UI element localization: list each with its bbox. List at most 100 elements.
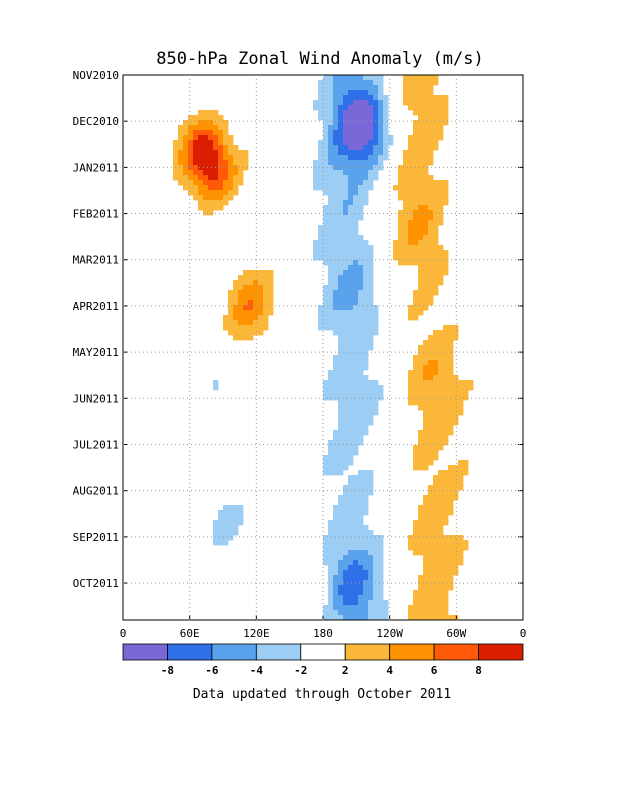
anomaly-cell: [333, 270, 339, 276]
anomaly-cell: [398, 165, 404, 171]
anomaly-cell: [353, 265, 359, 271]
anomaly-cell: [448, 420, 454, 426]
anomaly-cell: [208, 125, 214, 131]
y-tick-label: NOV2010: [73, 69, 119, 82]
anomaly-cell: [358, 260, 364, 266]
anomaly-cell: [408, 210, 414, 216]
anomaly-cell: [233, 515, 239, 521]
anomaly-cell: [438, 280, 444, 286]
anomaly-cell: [348, 130, 354, 136]
anomaly-cell: [363, 485, 369, 491]
anomaly-cell: [358, 435, 364, 441]
anomaly-cell: [428, 135, 434, 141]
anomaly-cell: [363, 615, 369, 621]
anomaly-cell: [413, 160, 419, 166]
anomaly-cell: [443, 430, 449, 436]
anomaly-cell: [373, 600, 379, 606]
anomaly-cell: [433, 405, 439, 411]
anomaly-cell: [433, 180, 439, 186]
anomaly-cell: [358, 185, 364, 191]
anomaly-cell: [368, 325, 374, 331]
anomaly-cell: [428, 360, 434, 366]
anomaly-cell: [258, 285, 264, 291]
anomaly-cell: [383, 110, 389, 116]
anomaly-cell: [353, 445, 359, 451]
anomaly-cell: [323, 220, 329, 226]
anomaly-cell: [428, 560, 434, 566]
anomaly-cell: [343, 390, 349, 396]
anomaly-cell: [243, 330, 249, 336]
anomaly-cell: [338, 405, 344, 411]
anomaly-cell: [363, 325, 369, 331]
anomaly-cell: [318, 105, 324, 111]
anomaly-cell: [353, 95, 359, 101]
anomaly-cell: [453, 550, 459, 556]
anomaly-cell: [448, 495, 454, 501]
anomaly-cell: [433, 210, 439, 216]
anomaly-cell: [373, 565, 379, 571]
anomaly-cell: [358, 155, 364, 161]
anomaly-cell: [438, 505, 444, 511]
anomaly-cell: [343, 375, 349, 381]
anomaly-cell: [408, 90, 414, 96]
anomaly-cell: [238, 315, 244, 321]
anomaly-cell: [433, 590, 439, 596]
anomaly-cell: [408, 380, 414, 386]
anomaly-cell: [208, 210, 214, 216]
anomaly-cell: [363, 390, 369, 396]
anomaly-cell: [438, 550, 444, 556]
anomaly-cell: [438, 440, 444, 446]
anomaly-cell: [403, 245, 409, 251]
anomaly-cell: [348, 545, 354, 551]
anomaly-cell: [428, 300, 434, 306]
anomaly-cell: [428, 410, 434, 416]
anomaly-cell: [338, 165, 344, 171]
anomaly-cell: [193, 130, 199, 136]
anomaly-cell: [228, 170, 234, 176]
anomaly-cell: [213, 185, 219, 191]
anomaly-cell: [418, 270, 424, 276]
anomaly-cell: [443, 325, 449, 331]
anomaly-cell: [443, 360, 449, 366]
anomaly-cell: [378, 130, 384, 136]
anomaly-cell: [353, 255, 359, 261]
anomaly-cell: [413, 385, 419, 391]
anomaly-cell: [378, 575, 384, 581]
anomaly-cell: [313, 175, 319, 181]
anomaly-cell: [343, 170, 349, 176]
anomaly-cell: [228, 505, 234, 511]
anomaly-cell: [358, 590, 364, 596]
anomaly-cell: [193, 160, 199, 166]
anomaly-cell: [378, 595, 384, 601]
anomaly-cell: [368, 255, 374, 261]
anomaly-cell: [353, 490, 359, 496]
anomaly-cell: [328, 560, 334, 566]
anomaly-cell: [333, 105, 339, 111]
anomaly-cell: [368, 285, 374, 291]
x-axis: 0 60E 120E 180 120W 60W 0: [120, 75, 526, 640]
anomaly-cell: [223, 135, 229, 141]
anomaly-cell: [333, 430, 339, 436]
anomaly-cell: [258, 290, 264, 296]
anomaly-cell: [428, 520, 434, 526]
anomaly-cell: [348, 450, 354, 456]
anomaly-cell: [228, 185, 234, 191]
anomaly-cell: [323, 390, 329, 396]
anomaly-cell: [413, 610, 419, 616]
anomaly-cell: [413, 250, 419, 256]
anomaly-cell: [373, 585, 379, 591]
anomaly-cell: [193, 180, 199, 186]
anomaly-cell: [418, 205, 424, 211]
anomaly-cell: [198, 195, 204, 201]
anomaly-cell: [383, 140, 389, 146]
anomaly-cell: [433, 250, 439, 256]
anomaly-cell: [233, 190, 239, 196]
anomaly-cell: [233, 185, 239, 191]
anomaly-cell: [363, 195, 369, 201]
anomaly-cell: [323, 165, 329, 171]
anomaly-cell: [333, 375, 339, 381]
x-tick-label: 60W: [446, 627, 466, 640]
anomaly-cell: [218, 120, 224, 126]
anomaly-cell: [338, 290, 344, 296]
anomaly-cell: [423, 225, 429, 231]
